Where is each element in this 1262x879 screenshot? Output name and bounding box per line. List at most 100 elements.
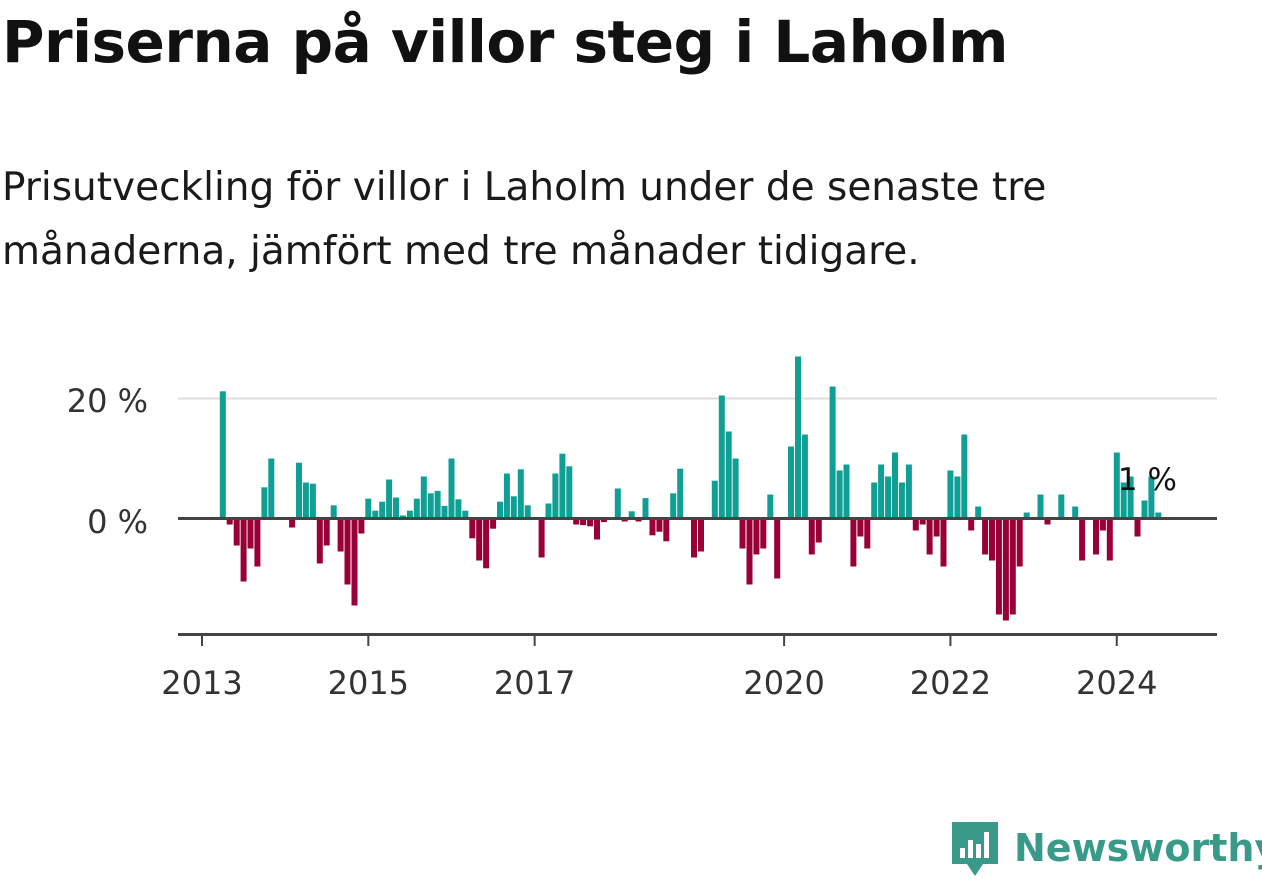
bar-2022-03 <box>961 434 968 519</box>
bar-2014-11 <box>351 518 358 606</box>
y-tick-label-20: 20 % <box>67 382 148 420</box>
bar-2021-06 <box>898 482 905 519</box>
bar-2018-06 <box>649 518 656 536</box>
bar-2016-09 <box>503 473 510 519</box>
bar-2021-01 <box>864 518 871 549</box>
bar-2018-05 <box>642 498 649 519</box>
bar-2015-04 <box>386 479 393 519</box>
bar-2015-12 <box>441 505 448 519</box>
bar-2018-09 <box>670 493 677 519</box>
bar-2015-11 <box>434 490 441 519</box>
bar-2013-11 <box>268 458 275 519</box>
bar-2016-01 <box>448 458 455 519</box>
bar-2018-08 <box>663 518 670 542</box>
bar-2020-11 <box>850 518 857 567</box>
bar-2019-10 <box>760 518 767 549</box>
bar-2018-12 <box>691 518 697 558</box>
bar-2013-10 <box>261 487 268 519</box>
bar-2018-03 <box>628 511 635 519</box>
bar-2023-11 <box>1099 518 1106 531</box>
bar-2017-05 <box>559 453 566 519</box>
bar-2015-02 <box>372 510 379 519</box>
bar-2016-04 <box>469 518 476 539</box>
bar-2018-07 <box>656 518 663 532</box>
bar-2013-06 <box>233 518 240 546</box>
bar-2019-11 <box>767 494 774 519</box>
bar-2016-08 <box>497 501 503 519</box>
bar-2019-08 <box>746 518 753 585</box>
bar-2021-11 <box>933 518 940 537</box>
bar-2017-06 <box>566 466 573 519</box>
bar-2016-02 <box>455 499 462 519</box>
bar-2021-05 <box>892 452 898 519</box>
bar-chart: 20 % 0 % 2013 2015 2017 2020 2022 2024 1 % <box>67 356 1217 702</box>
newsworthy-logo-icon <box>952 822 998 876</box>
bar-2020-06 <box>815 518 822 543</box>
bar-2015-10 <box>427 493 434 519</box>
bar-2021-07 <box>905 464 912 519</box>
bar-2013-07 <box>240 518 247 582</box>
bar-2014-02 <box>289 518 296 528</box>
bar-2023-08 <box>1079 518 1086 561</box>
bars <box>219 356 1162 621</box>
bar-2015-09 <box>420 476 427 519</box>
bar-2019-09 <box>753 518 760 555</box>
bar-2016-03 <box>462 510 469 519</box>
bar-2023-10 <box>1093 518 1099 555</box>
bar-2017-02 <box>538 518 545 558</box>
bar-2015-03 <box>379 501 386 519</box>
bar-2021-09 <box>919 518 926 525</box>
bar-2021-12 <box>940 518 947 567</box>
x-tick-label-2017: 2017 <box>494 664 575 702</box>
bar-2023-02 <box>1037 494 1044 519</box>
bar-2021-03 <box>878 464 885 519</box>
bar-2016-05 <box>476 518 483 561</box>
bar-2021-02 <box>871 482 878 519</box>
bar-2020-08 <box>829 386 836 519</box>
bar-2024-06 <box>1148 476 1155 519</box>
bar-2019-01 <box>698 518 704 552</box>
bar-2022-05 <box>975 506 982 519</box>
bar-2024-01 <box>1113 452 1120 519</box>
bar-2022-10 <box>1009 518 1016 615</box>
bar-2017-07 <box>573 518 580 525</box>
bar-2014-07 <box>323 518 330 546</box>
bar-2020-03 <box>795 356 801 519</box>
x-ticks: 2013 2015 2017 2020 2022 2024 <box>161 636 1157 702</box>
bar-2020-02 <box>788 446 794 519</box>
bar-2015-07 <box>406 510 413 519</box>
chart-subtitle: Prisutveckling för villor i Laholm under… <box>2 165 1047 274</box>
bar-2023-03 <box>1044 518 1051 525</box>
bar-2019-06 <box>732 458 739 519</box>
bar-2022-08 <box>995 518 1002 615</box>
bar-2014-03 <box>296 462 302 519</box>
bar-2022-01 <box>947 470 954 519</box>
bar-2016-07 <box>490 518 497 529</box>
bar-2019-04 <box>718 395 725 519</box>
bar-2013-09 <box>254 518 261 567</box>
bar-2019-03 <box>711 480 718 519</box>
bar-2014-05 <box>309 483 316 519</box>
x-tick-label-2022: 2022 <box>910 664 991 702</box>
newsworthy-brand: Newsworthy <box>950 818 1262 878</box>
bar-2017-04 <box>552 473 559 519</box>
bar-2017-09 <box>587 518 594 527</box>
last-value-annotation: 1 % <box>1118 462 1177 498</box>
bar-2014-04 <box>302 482 309 519</box>
bar-2015-01 <box>365 498 372 519</box>
bar-2019-12 <box>774 518 781 579</box>
bar-2020-09 <box>836 470 843 519</box>
bar-2022-12 <box>1023 512 1030 519</box>
bar-2023-07 <box>1072 506 1079 519</box>
bar-2016-11 <box>517 469 524 519</box>
bar-2022-02 <box>954 476 961 519</box>
bar-2014-09 <box>337 518 344 552</box>
x-tick-label-2024: 2024 <box>1076 664 1157 702</box>
bar-2018-01 <box>614 488 621 519</box>
bar-2019-07 <box>739 518 746 549</box>
bar-2018-10 <box>677 468 684 519</box>
bar-2016-12 <box>524 505 531 519</box>
bar-2020-04 <box>801 434 808 519</box>
bar-2017-10 <box>594 518 600 540</box>
x-tick-label-2013: 2013 <box>161 664 242 702</box>
